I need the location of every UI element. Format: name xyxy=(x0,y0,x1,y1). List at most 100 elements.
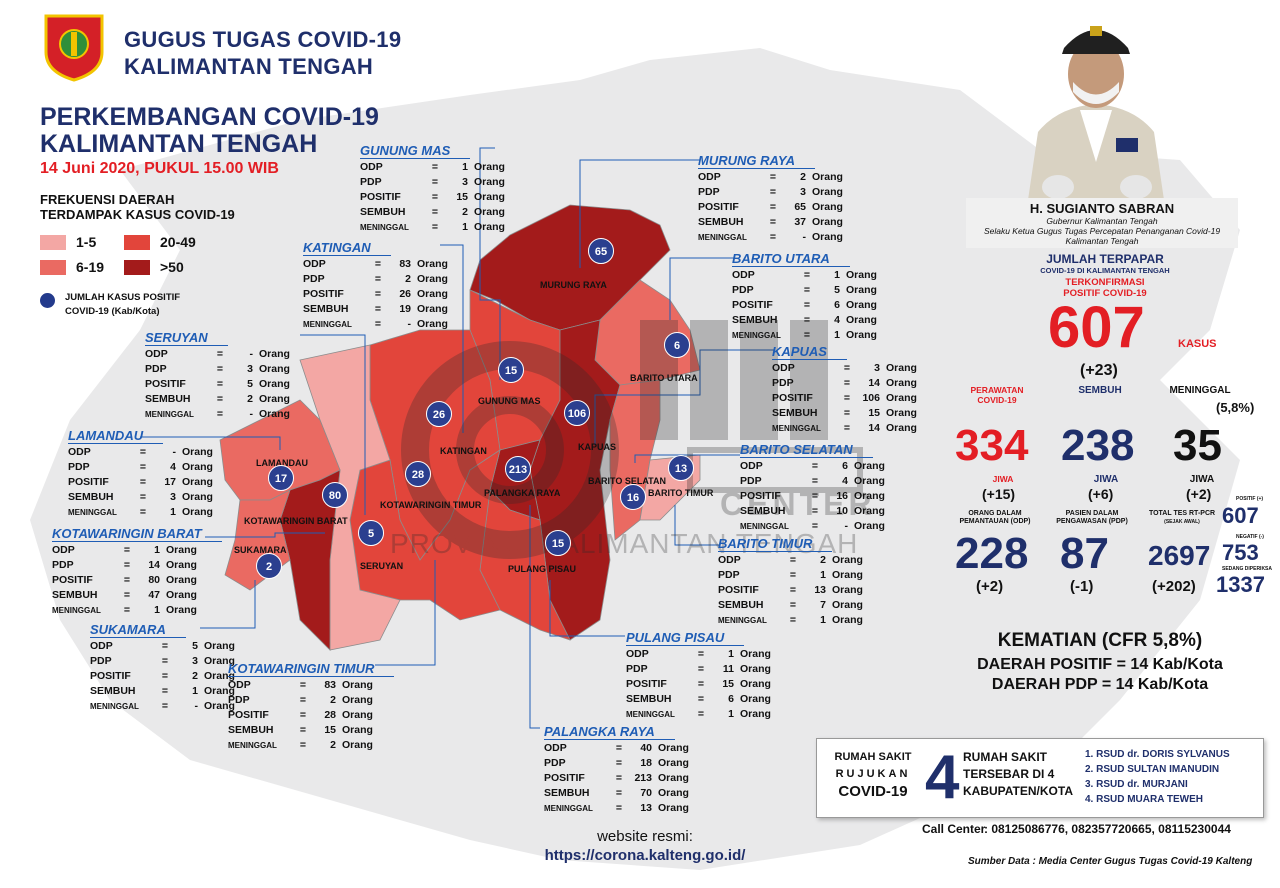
website-block: website resmi: https://corona.kalteng.go… xyxy=(500,828,790,864)
tes-count: 2697 xyxy=(1148,540,1211,571)
region-row-positif: POSITIF = 106 Orang xyxy=(772,392,917,404)
region-row-positif: POSITIF = 26 Orang xyxy=(303,288,448,300)
map-label-seruyan: SERUYAN xyxy=(360,561,404,571)
sembuh-delta: (+6) xyxy=(1088,486,1114,502)
region-row-pdp: PDP = 3 Orang xyxy=(360,176,505,188)
region-row-odp: ODP = 1 Orang xyxy=(360,161,505,173)
region-row-sembuh: SEMBUH = 3 Orang xyxy=(68,491,213,503)
website-label: website resmi: xyxy=(597,828,693,845)
region-row-meninggal: MENINGGAL = - Orang xyxy=(698,231,843,243)
hospital-item: 4. RSUD MUARA TEWEH xyxy=(1085,794,1203,805)
legend: 1-5 20-49 6-19 >50 JUMLAH KASUS POSITIF … xyxy=(40,234,220,319)
region-gunung-mas: GUNUNG MAS ODP = 1 Orang PDP = 3 Orang POSITIF = 15… xyxy=(360,143,508,235)
map-label-kapuas: KAPUAS xyxy=(578,442,617,452)
region-row-meninggal: MENINGGAL = 2 Orang xyxy=(228,739,373,751)
tes-label: TOTAL TES RT-PCR (SEJAK AWAL) xyxy=(1148,510,1216,525)
region-seruyan: SERUYAN ODP = - Orang PDP = 3 Orang POSITIF = 5 Oran… xyxy=(145,330,293,422)
region-row-odp: ODP = 2 Orang xyxy=(718,554,863,566)
region-row-positif: POSITIF = 80 Orang xyxy=(52,574,197,586)
region-row-meninggal: MENINGGAL = - Orang xyxy=(740,520,885,532)
odp-label: ORANG DALAM PEMANTAUAN (ODP) xyxy=(959,510,1031,525)
region-row-pdp: PDP = 3 Orang xyxy=(145,363,290,375)
region-name: LAMANDAU xyxy=(68,428,164,444)
region-row-positif: POSITIF = 65 Orang xyxy=(698,201,843,213)
region-row-positif: POSITIF = 15 Orang xyxy=(626,678,771,690)
region-row-sembuh: SEMBUH = 70 Orang xyxy=(544,787,689,799)
region-row-pdp: PDP = 18 Orang xyxy=(544,757,689,769)
governor-role1: Gubernur Kalimantan Tengah xyxy=(1046,216,1158,226)
region-row-odp: ODP = 1 Orang xyxy=(52,544,197,556)
bubble-murung-raya: 65 xyxy=(588,238,614,264)
kasus-label: KASUS xyxy=(1178,338,1217,350)
region-row-positif: POSITIF = 13 Orang xyxy=(718,584,863,596)
terkonfirmasi2: POSITIF COVID-19 xyxy=(1063,288,1147,299)
hospital-item: 1. RSUD dr. DORIS SYLVANUS xyxy=(1085,749,1230,760)
region-row-sembuh: SEMBUH = 19 Orang xyxy=(303,303,448,315)
map-label-katingan: KATINGAN xyxy=(440,446,487,456)
region-name: KATINGAN xyxy=(303,240,391,256)
bubble-barito-utara: 6 xyxy=(664,332,690,358)
map-label-lamandau: LAMANDAU xyxy=(256,458,308,468)
region-kotawaringin-timur: KOTAWARINGIN TIMUR ODP = 83 Orang PDP = 2 Orang P… xyxy=(228,661,395,753)
region-row-positif: POSITIF = 5 Orang xyxy=(145,378,290,390)
bubble-gunung-mas: 15 xyxy=(498,357,524,383)
sembuh-jiwa: JIWA xyxy=(1093,474,1119,485)
region-row-odp: ODP = 2 Orang xyxy=(698,171,843,183)
region-kapuas: KAPUAS ODP = 3 Orang PDP = 14 Orang POSITIF = 106 Or… xyxy=(772,344,920,436)
map-label-barito-utara: BARITO UTARA xyxy=(630,373,698,383)
governor-role3: Kalimantan Tengah xyxy=(1065,236,1139,246)
region-row-positif: POSITIF = 15 Orang xyxy=(360,191,505,203)
diperiksa-label: SEDANG DIPERIKSA xyxy=(1222,566,1273,572)
bubble-palangka-raya: 213 xyxy=(505,456,531,482)
region-row-sembuh: SEMBUH = 47 Orang xyxy=(52,589,197,601)
region-row-odp: ODP = 3 Orang xyxy=(772,362,917,374)
bubble-sukamara: 2 xyxy=(256,553,282,579)
region-name: BARITO UTARA xyxy=(732,251,850,267)
org-title-line2: KALIMANTAN TENGAH xyxy=(124,54,374,79)
region-row-pdp: PDP = 5 Orang xyxy=(732,284,877,296)
perawatan-jiwa: JIWA xyxy=(992,474,1014,484)
region-murung-raya: MURUNG RAYA ODP = 2 Orang PDP = 3 Orang POSITIF = 6… xyxy=(698,153,846,245)
legend-title-line2: TERDAMPAK KASUS COVID-19 xyxy=(40,207,235,222)
call-center-label: Call Center xyxy=(922,822,986,836)
region-row-positif: POSITIF = 213 Orang xyxy=(544,772,689,784)
positif-small-label: POSITIF (+) xyxy=(1236,496,1264,502)
map-label-murung-raya: MURUNG RAYA xyxy=(540,280,607,290)
perawatan-count: 334 xyxy=(955,421,1029,470)
region-row-sembuh: SEMBUH = 2 Orang xyxy=(360,206,505,218)
daerah-pdp: DAERAH PDP = 14 Kab/Kota xyxy=(991,676,1209,693)
report-date: 14 Juni 2020, PUKUL 15.00 WIB xyxy=(40,160,279,177)
legend-title-line1: FREKUENSI DAERAH xyxy=(40,192,175,207)
bubble-kapuas: 106 xyxy=(564,400,590,426)
kematian-block: KEMATIAN (CFR 5,8%) DAERAH POSITIF = 14 … xyxy=(940,630,1260,694)
positive-dot-icon xyxy=(40,293,55,308)
terpapar-title: JUMLAH TERPAPAR xyxy=(1046,252,1164,266)
region-row-pdp: PDP = 4 Orang xyxy=(68,461,213,473)
sembuh-count: 238 xyxy=(1061,421,1135,470)
meninggal-label: MENINGGAL xyxy=(1169,385,1231,396)
region-name: KOTAWARINGIN TIMUR xyxy=(228,661,395,677)
region-row-pdp: PDP = 2 Orang xyxy=(303,273,448,285)
region-kotawaringin-barat: KOTAWARINGIN BARAT ODP = 1 Orang PDP = 14 Orang P… xyxy=(52,526,222,618)
region-row-odp: ODP = - Orang xyxy=(145,348,290,360)
region-row-positif: POSITIF = 17 Orang xyxy=(68,476,213,488)
map-label-barito-timur: BARITO TIMUR xyxy=(648,488,714,498)
pdp-delta: (-1) xyxy=(1070,578,1094,595)
meninggal-pct: (5,8%) xyxy=(1216,400,1255,415)
website-link[interactable]: https://corona.kalteng.go.id/ xyxy=(544,847,746,864)
tes-delta: (+202) xyxy=(1152,578,1196,595)
region-row-pdp: PDP = 3 Orang xyxy=(698,186,843,198)
pdp-count: 87 xyxy=(1060,529,1109,578)
hospital-count: 4 xyxy=(925,743,960,812)
governor-role2: Selaku Ketua Gugus Tugas Percepatan Pena… xyxy=(983,226,1221,236)
pdp-label: PASIEN DALAM PENGAWASAN (PDP) xyxy=(1056,510,1128,525)
hospital-box: RUMAH SAKIT RUJUKAN COVID-19 4 RUMAH SAK… xyxy=(816,738,1264,818)
region-row-meninggal: MENINGGAL = 1 Orang xyxy=(68,506,213,518)
region-barito-timur: BARITO TIMUR ODP = 2 Orang PDP = 1 Orang POSITIF =… xyxy=(718,536,866,628)
sembuh-label: SEMBUH xyxy=(1078,385,1122,396)
region-row-meninggal: MENINGGAL = - Orang xyxy=(90,700,235,712)
meninggal-delta: (+2) xyxy=(1186,486,1212,502)
call-center-numbers: : 08125086776, 082357720665, 08115230044 xyxy=(984,822,1231,836)
region-row-positif: POSITIF = 16 Orang xyxy=(740,490,885,502)
